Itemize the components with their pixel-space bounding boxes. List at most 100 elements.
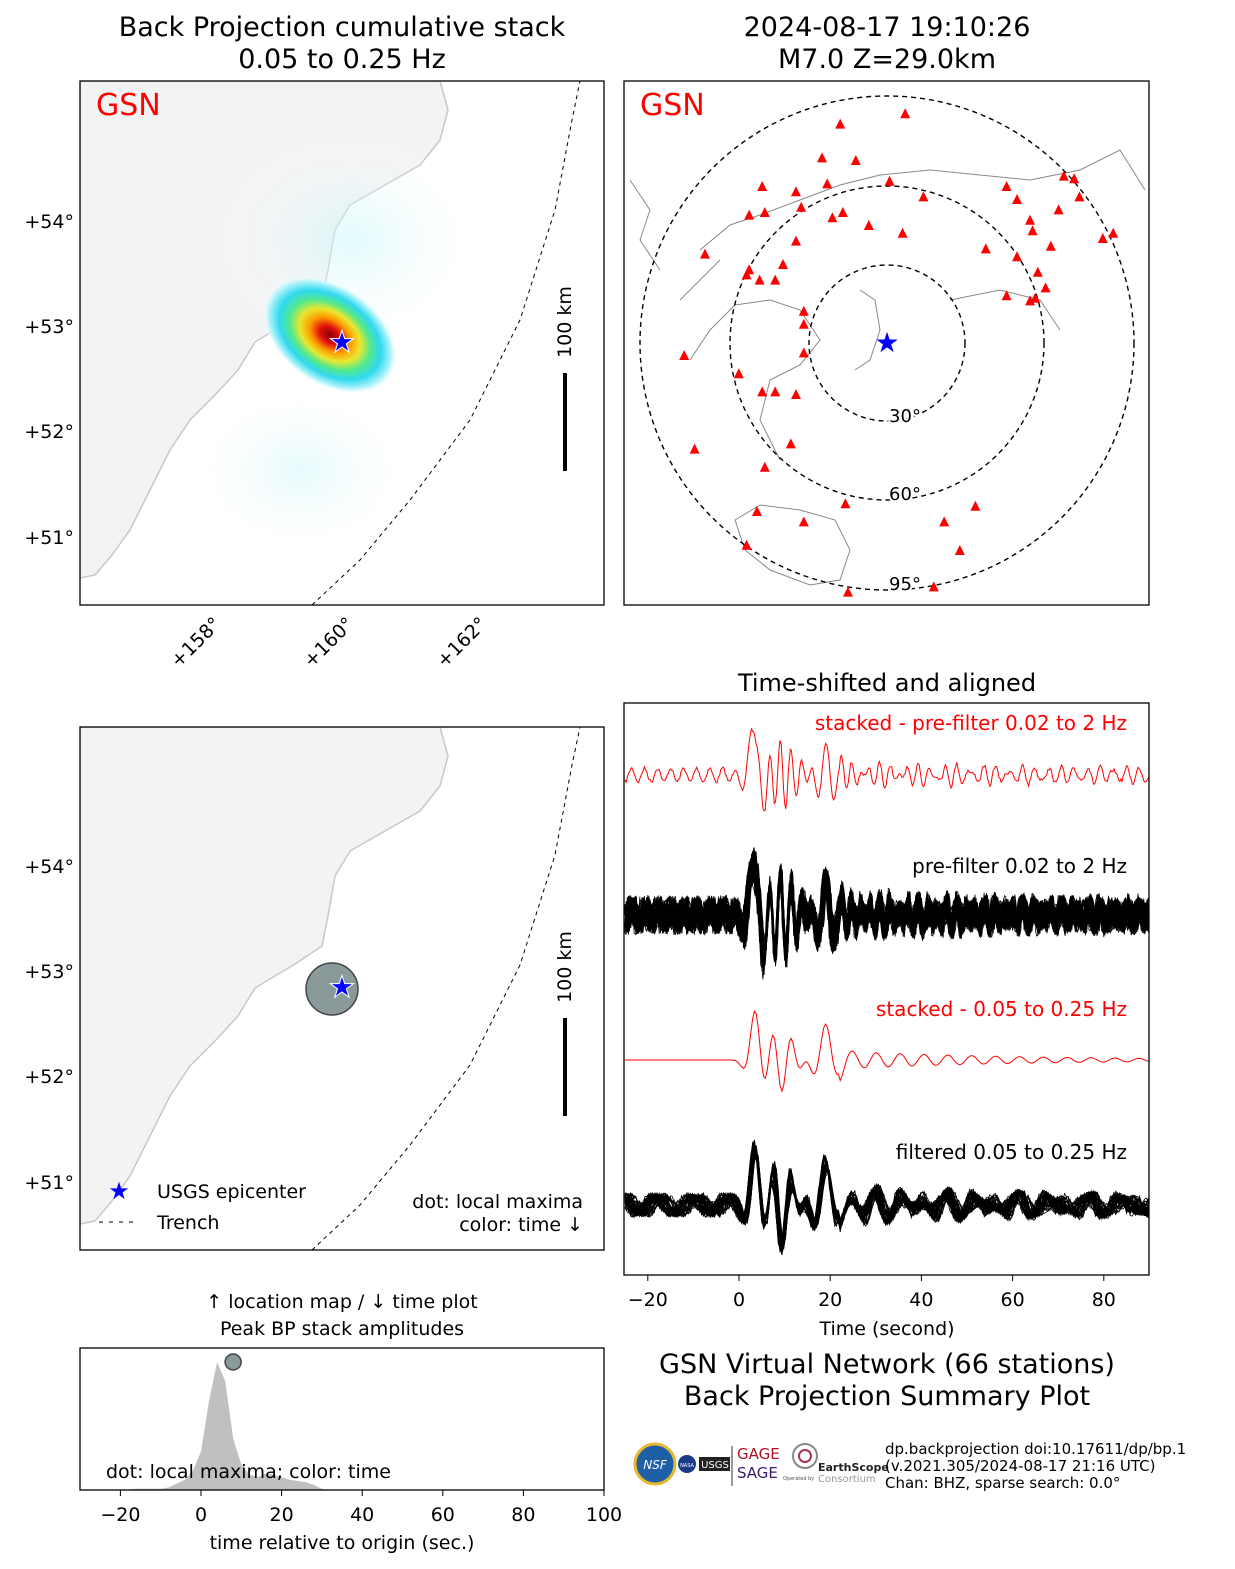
station-triangle-icon [843, 586, 853, 597]
seismogram-traces [624, 727, 1149, 1256]
station-triangle-icon [1027, 225, 1038, 236]
station-triangle-icon [954, 545, 965, 555]
lon-tick: +160° [299, 613, 358, 672]
station-triangle-icon [791, 186, 801, 197]
logos: NSF NASA USGS GAGE SAGE Operated by Eart… [633, 1442, 889, 1486]
station-triangle-icon [778, 259, 788, 269]
station-triangle-icon [1001, 181, 1012, 191]
legend-note-dot: dot: local maxima [412, 1191, 583, 1213]
nsf-logo-text: NSF [643, 1458, 668, 1472]
stacked-filtered-trace [625, 1009, 1149, 1093]
peak-xlabel: time relative to origin (sec.) [210, 1532, 475, 1554]
peak-frame [79, 1347, 605, 1491]
operated-by-text: Operated by [783, 1476, 814, 1482]
x-tick-label: −20 [100, 1504, 140, 1526]
x-tick-label: 40 [909, 1289, 933, 1311]
station-triangle-icon [897, 227, 908, 238]
summary-line1: GSN Virtual Network (66 stations) [659, 1349, 1115, 1380]
network-label: GSN [96, 88, 161, 123]
info-line1: dp.backprojection doi:10.17611/dp/bp.1 [885, 1440, 1186, 1458]
station-triangle-icon [1074, 191, 1085, 202]
station-triangle-icon [791, 389, 801, 399]
lat-tick: +54° [24, 856, 74, 878]
legend-note-color: color: time ↓ [459, 1214, 583, 1236]
usgs-logo [699, 1457, 730, 1471]
distance-ring-30 [808, 264, 966, 422]
station-triangle-icon [1025, 295, 1035, 306]
station-triangle-icon [918, 191, 929, 202]
station-map [629, 95, 1146, 597]
peak-amplitude-area [80, 1362, 330, 1490]
station-triangle-icon [1012, 194, 1022, 204]
summary-line2: Back Projection Summary Plot [684, 1381, 1090, 1412]
consortium-text: Consortium [818, 1474, 876, 1485]
lat-tick: +54° [24, 211, 74, 233]
scale-bar-label: 100 km [554, 931, 576, 1003]
bp-stack-map [80, 81, 581, 605]
trench-line [311, 727, 581, 1250]
traces-x-axis: −20 0 20 40 60 80 [628, 1275, 1116, 1311]
trace-label-stacked-filtered: stacked - 0.05 to 0.25 Hz [876, 997, 1127, 1021]
station-triangle-icon [939, 516, 950, 527]
station-triangle-icon [770, 386, 781, 397]
station-triangle-icon [1058, 170, 1069, 181]
station-triangle-icon [1069, 173, 1080, 184]
station-triangle-icon [835, 118, 846, 129]
traces-title: Time-shifted and aligned [737, 669, 1036, 697]
info-line3: Chan: BHZ, sparse search: 0.0° [885, 1474, 1120, 1492]
station-triangle-icon [752, 506, 762, 516]
trench-line [311, 81, 581, 605]
station-triangle-icon [791, 235, 801, 246]
station-triangle-icon [822, 178, 833, 189]
station-triangle-icon [798, 516, 809, 527]
station-triangle-icon [840, 498, 851, 509]
x-tick-label: 60 [431, 1504, 455, 1526]
lat-tick: +52° [24, 421, 74, 443]
station-triangle-icon [1001, 290, 1012, 301]
peak-amplitude-plot [80, 1353, 330, 1490]
station-triangle-icon [798, 305, 809, 316]
x-tick-label: 80 [1092, 1289, 1116, 1311]
legend-trench: Trench [156, 1212, 219, 1234]
station-triangle-icon [759, 461, 770, 472]
local-maximum-dot [224, 1353, 242, 1371]
info-line2: (v.2021.305/2024-08-17 21:16 UTC) [885, 1457, 1155, 1475]
station-triangle-icon [817, 152, 827, 163]
station-triangle-icon [1025, 214, 1035, 225]
station-triangle-icon [1032, 266, 1043, 277]
filtered-station-trace [624, 1139, 1149, 1251]
station-triangle-icon [759, 207, 770, 217]
local-maximum-dot [305, 962, 359, 1016]
lon-ticks: +158° +160° +162° [166, 613, 491, 672]
left-title-line1: Back Projection cumulative stack [119, 12, 566, 43]
traces-frame [623, 702, 1150, 1276]
lat-ticks-bottom: +54° +53° +52° +51° [24, 856, 74, 1194]
station-triangle-icon [863, 220, 874, 230]
lat-tick: +51° [24, 527, 74, 549]
sage-logo: SAGE [737, 1464, 778, 1482]
ring-label-60: 60° [889, 484, 921, 505]
station-triangle-icon [679, 350, 690, 360]
station-triangle-icon [970, 500, 981, 511]
station-triangle-icon [741, 539, 752, 550]
lat-tick: +53° [24, 316, 74, 338]
filtered-station-trace [624, 1151, 1149, 1247]
nsf-logo [633, 1442, 677, 1486]
x-tick-label: 0 [733, 1289, 745, 1311]
x-tick-label: −20 [628, 1289, 668, 1311]
scale-bar [563, 373, 567, 471]
stacked-prefilter-trace [624, 727, 1149, 812]
station-triangle-icon [733, 368, 744, 379]
bp-map-frame [79, 80, 605, 606]
station-triangle-icon [785, 438, 796, 449]
x-tick-label: 100 [586, 1504, 622, 1526]
earthscope-logo-icon [792, 1443, 818, 1469]
x-tick-label: 60 [1001, 1289, 1025, 1311]
epicenter-star-icon: ★ [329, 325, 356, 360]
trace-label-filtered: filtered 0.05 to 0.25 Hz [896, 1140, 1127, 1164]
station-triangle-icon [1012, 251, 1022, 262]
gage-logo: GAGE [737, 1445, 780, 1463]
epicenter-star-icon: ★ [329, 970, 356, 1005]
station-triangle-icon [1108, 227, 1119, 238]
